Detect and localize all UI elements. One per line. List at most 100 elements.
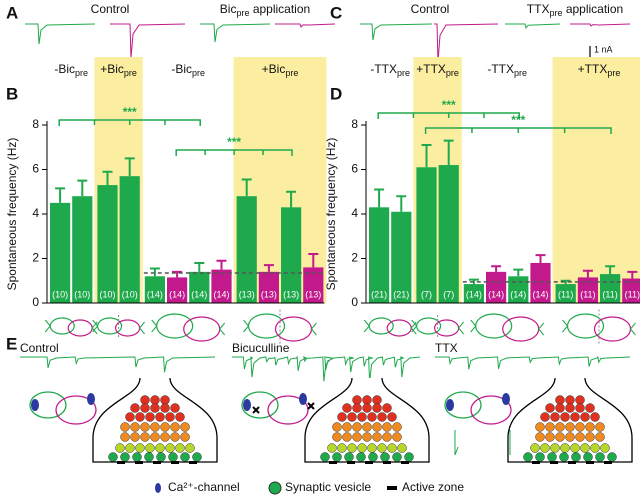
significance-label: ***: [442, 98, 456, 112]
vesicle: [530, 443, 540, 453]
bar: [438, 165, 459, 303]
vesicle: [165, 412, 175, 422]
vesicle: [565, 432, 575, 442]
neurite: [151, 319, 226, 336]
neurite: [470, 319, 545, 336]
vesicle: [372, 422, 382, 432]
label: Bicpre application: [220, 2, 310, 18]
n-label: (21): [371, 289, 387, 299]
vesicle: [560, 443, 570, 453]
vesicle: [344, 452, 354, 462]
active-zone: [532, 461, 540, 464]
vesicle: [392, 432, 402, 442]
significance-label: ***: [227, 135, 241, 149]
vesicle: [185, 443, 195, 453]
bar: [281, 207, 302, 303]
vesicle: [342, 422, 352, 432]
label-main: -TTX: [370, 62, 397, 76]
vesicle: [160, 403, 170, 413]
e-trace: [20, 356, 216, 373]
n-label: (10): [52, 289, 68, 299]
vesicle: [570, 412, 580, 422]
active-zone: [189, 461, 197, 464]
n-label: (13): [305, 289, 321, 299]
label-main: Bic: [220, 2, 237, 16]
vesicle: [168, 452, 178, 462]
vesicle: [372, 432, 382, 442]
label-sub: pre: [446, 68, 459, 78]
vesicle: [130, 432, 140, 442]
vesicle: [337, 412, 347, 422]
trace: [570, 23, 631, 27]
active-zone: [153, 461, 161, 464]
ca-channel: [446, 399, 454, 411]
vesicle: [352, 432, 362, 442]
active-zone: [329, 461, 337, 464]
bar: [50, 202, 71, 303]
vesicle: [367, 412, 377, 422]
block-mark: [252, 402, 315, 414]
trace: [360, 23, 433, 41]
active-zone: [171, 461, 179, 464]
label-sub: pre: [397, 68, 410, 78]
vesicle: [367, 443, 377, 453]
vesicle: [165, 443, 175, 453]
label: -TTXpre: [487, 62, 527, 78]
vesicle: [570, 443, 580, 453]
label-sub: pre: [236, 8, 249, 18]
bar: [236, 196, 257, 303]
vesicle: [150, 432, 160, 442]
n-label: (7): [443, 289, 454, 299]
vesicle: [362, 403, 372, 413]
vesicle: [150, 395, 160, 405]
label: +TTXpre: [578, 62, 621, 78]
ca-channel: [31, 399, 39, 411]
vesicle: [132, 452, 142, 462]
vesicle: [180, 422, 190, 432]
neuron: [386, 319, 412, 337]
significance-bracket: [175, 149, 293, 156]
vesicle: [155, 412, 165, 422]
vesicle: [352, 422, 362, 432]
terminal: [92, 377, 218, 463]
vesicle: [377, 443, 387, 453]
error-bar: [149, 267, 160, 277]
neuron: [566, 313, 605, 339]
label-sub: pre: [192, 68, 205, 78]
vesicle: [320, 452, 330, 462]
label-sub: pre: [607, 68, 620, 78]
significance-label: ***: [123, 105, 137, 119]
y-tick-label: 8: [351, 117, 358, 131]
vesicle: [120, 432, 130, 442]
vesicle: [362, 422, 372, 432]
vesicle: [392, 452, 402, 462]
neuron: [114, 319, 141, 337]
vesicle: [595, 432, 605, 442]
label-rest: application: [249, 2, 310, 16]
legend-symbol: [268, 481, 282, 495]
vesicle: [550, 443, 560, 453]
n-label: (13): [239, 289, 255, 299]
vesicle: [327, 443, 337, 453]
vesicle: [590, 412, 600, 422]
trace: [275, 23, 336, 28]
vesicle: [555, 395, 565, 405]
error-bar: [172, 270, 183, 278]
neuron: [49, 317, 75, 335]
bar: [530, 262, 551, 303]
neuron: [470, 395, 512, 425]
vesicle: [357, 412, 367, 422]
y-tick-label: 8: [32, 117, 39, 131]
error-bar: [627, 270, 638, 279]
label: -TTXpre: [370, 62, 410, 78]
y-tick-label: 4: [32, 206, 39, 220]
n-label: (11): [625, 289, 640, 299]
error-bar: [124, 157, 135, 177]
vesicle: [555, 403, 565, 413]
error-bar: [263, 264, 274, 272]
neurite: [44, 319, 98, 335]
label-sub: pre: [75, 68, 88, 78]
label-main: +TTX: [578, 62, 608, 76]
vesicle: [180, 432, 190, 442]
